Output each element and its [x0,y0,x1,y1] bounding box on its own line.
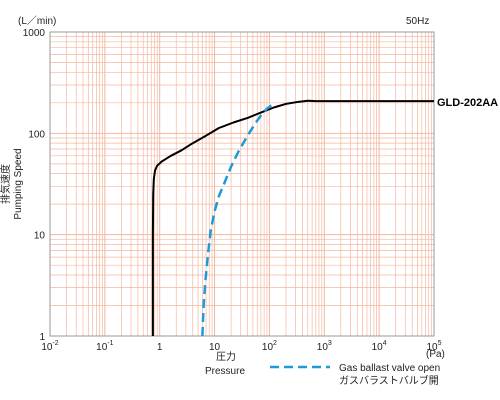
x-tick-label: 104 [372,340,387,353]
y-axis-label-jp: 排気速度 [0,164,12,204]
y-tick-label: 100 [28,129,45,140]
y-unit-label: (L／min) [18,15,56,27]
series-label-gld-202aa: GLD-202AA [437,97,498,109]
legend-label: Gas ballast valve open [339,363,440,374]
x-axis-label-jp: 圧力 [216,350,236,363]
x-tick-label: 1 [157,342,163,353]
x-axis-label: Pressure [205,366,245,377]
x-tick-label: 10 [209,342,221,353]
y-axis-label: Pumping Speed [13,148,24,219]
x-tick-label: 105 [426,340,441,353]
x-tick-label: 102 [262,340,277,353]
series-line-gld-202aa [151,99,434,336]
x-unit-label: (Pa) [426,349,445,360]
y-tick-labels: 1 10 100 1000 [23,28,46,343]
x-tick-labels: 10-2 10-1 1 10 102 103 104 105 [41,340,441,353]
curves [151,99,434,337]
x-tick-label: 10-1 [96,340,113,353]
y-tick-label: 1 [39,332,45,343]
frequency-label: 50Hz [406,16,429,27]
x-tick-label: 103 [317,340,332,353]
x-tick-label: 10-2 [41,340,58,353]
series-line-gas-ballast [201,104,273,337]
plot-frame [49,31,435,337]
grid [49,32,434,337]
y-tick-label: 1000 [23,28,46,39]
legend-label-jp: ガスバラストバルブ開 [339,374,439,387]
y-tick-label: 10 [34,231,46,242]
